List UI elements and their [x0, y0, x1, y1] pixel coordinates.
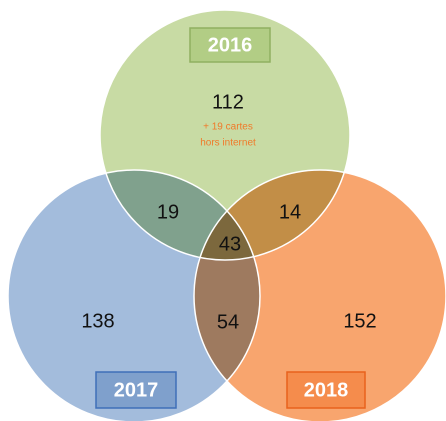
region-note: + 19 cartes — [203, 122, 253, 133]
region-count: 43 — [219, 233, 241, 255]
year-label: 2016 — [208, 34, 253, 56]
year-box — [189, 27, 271, 63]
region-count: 112 — [212, 91, 244, 113]
year-box — [95, 371, 177, 409]
outline — [7, 169, 261, 421]
year-box — [286, 371, 366, 409]
outline — [193, 169, 446, 421]
year-label: 2018 — [304, 379, 349, 401]
circles — [8, 10, 446, 421]
region-count: 14 — [279, 201, 301, 223]
region-note: hors internet — [200, 138, 256, 149]
region-count: 54 — [217, 311, 239, 333]
year-label: 2017 — [114, 379, 159, 401]
region-count: 19 — [157, 201, 179, 223]
circle-2018 — [194, 170, 446, 421]
region-count: 138 — [81, 310, 114, 332]
region-count: 152 — [343, 310, 376, 332]
circle-2017 — [8, 170, 260, 421]
circle-outlines — [7, 9, 446, 421]
outline — [99, 9, 351, 261]
